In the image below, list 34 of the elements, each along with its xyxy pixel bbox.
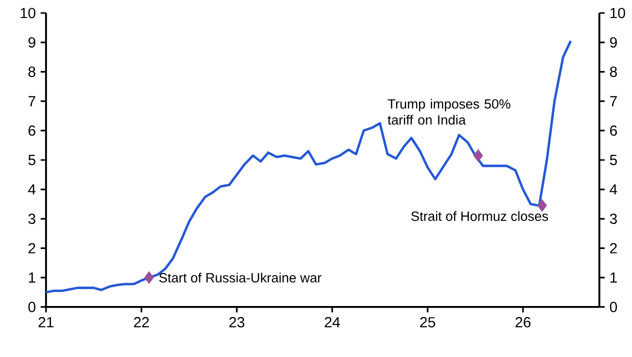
y2-tick-label: 0 bbox=[610, 302, 617, 312]
point bbox=[473, 149, 483, 162]
y2-tick-label: 6 bbox=[610, 125, 617, 136]
y-tick-label: 1 bbox=[28, 272, 36, 283]
y-tick-label: 9 bbox=[28, 37, 36, 48]
y-tick-label: 4 bbox=[28, 184, 36, 194]
annotation: Start of Russia-Ukraine war bbox=[159, 272, 322, 282]
x-tick-label: 21 bbox=[38, 317, 54, 328]
y2-tick-label: 7 bbox=[610, 96, 617, 106]
y2-tick-label: 1 bbox=[610, 272, 617, 283]
annotation: Strait of Hormuz closes bbox=[411, 211, 548, 221]
y2-tick-label: 8 bbox=[610, 66, 617, 77]
y-tick-label: 7 bbox=[28, 96, 36, 106]
y-tick-label: 3 bbox=[28, 214, 36, 224]
y-tick-label: 6 bbox=[28, 125, 36, 136]
y2-tick-label: 4 bbox=[610, 184, 618, 194]
x-tick-label: 25 bbox=[420, 317, 436, 328]
y2-tick-label: 9 bbox=[610, 37, 617, 48]
y2-tick-label: 3 bbox=[610, 214, 617, 224]
y-tick-label: 10 bbox=[20, 8, 36, 18]
point bbox=[144, 271, 154, 284]
y2-tick-label: 5 bbox=[610, 154, 617, 166]
point bbox=[537, 199, 547, 212]
x-tick-label: 22 bbox=[134, 317, 149, 328]
y2-tick-label: 10 bbox=[610, 8, 626, 18]
y-tick-label: 8 bbox=[28, 66, 36, 77]
x-tick-label: 24 bbox=[324, 317, 340, 328]
annotation: Trump imposes 50% tariff on India bbox=[388, 98, 510, 125]
y-tick-label: 0 bbox=[28, 302, 36, 312]
x-tick-label: 26 bbox=[516, 317, 531, 328]
y2-tick-label: 2 bbox=[610, 243, 617, 254]
x-tick-label: 23 bbox=[229, 317, 244, 328]
y-tick-label: 2 bbox=[28, 243, 36, 254]
y-tick-label: 5 bbox=[28, 154, 36, 166]
